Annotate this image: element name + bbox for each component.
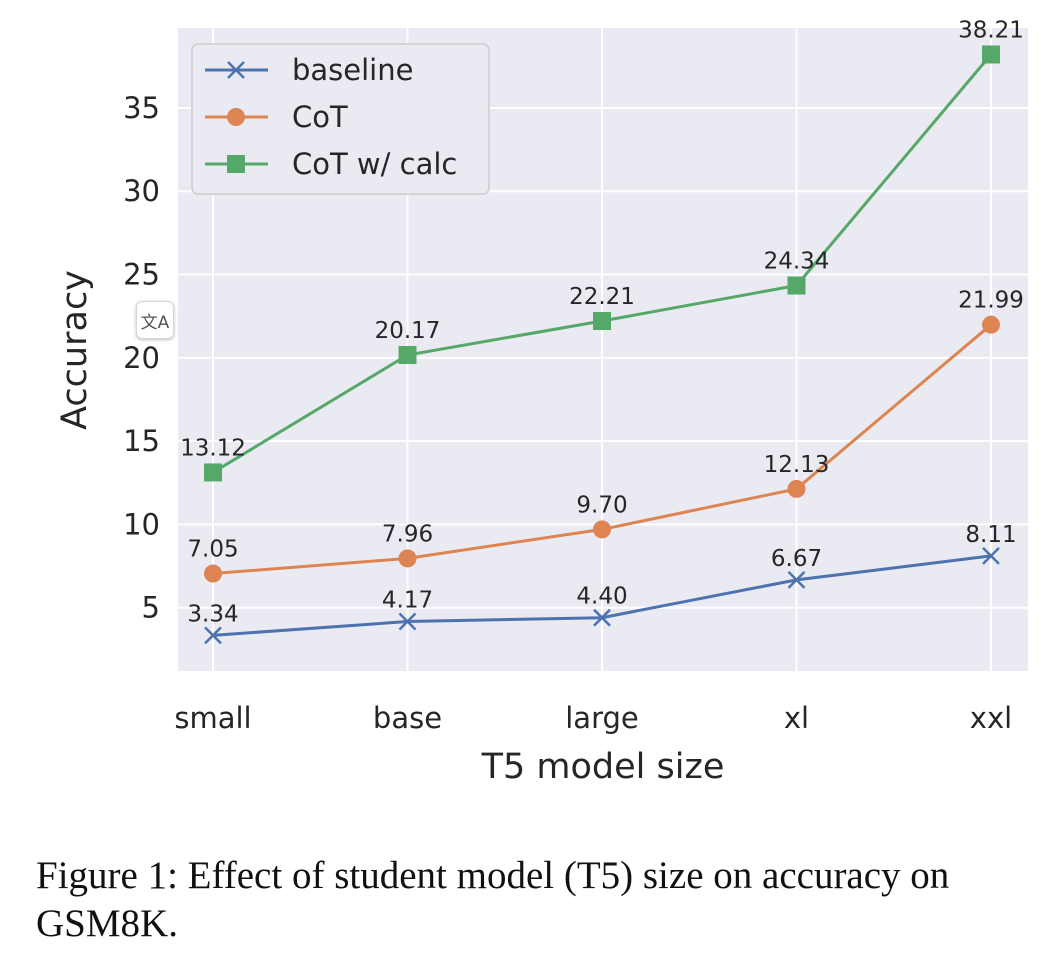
data-point [982,45,1000,64]
x-marker-stroke [593,608,611,627]
legend: baseline CoT CoT w/ calc [191,43,490,195]
data-point [204,564,222,583]
data-point [787,479,806,498]
data-label: 4.17 [382,588,433,614]
y-axis-label: Accuracy [55,270,95,430]
x-tick-label: small [174,701,251,735]
data-label: 12.13 [764,452,830,478]
y-tick-label: 20 [123,341,160,375]
y-tick-label: 15 [123,424,160,458]
y-tick-label: 30 [123,174,160,208]
x-axis-label: T5 model size [481,747,725,787]
legend-marker [227,108,245,126]
x-tick-label: base [373,701,442,735]
legend-marker [227,155,245,173]
data-point [204,626,222,645]
data-label: 4.40 [576,584,627,610]
data-point [204,463,222,482]
series-cot [204,315,1000,583]
y-tick-label: 10 [123,507,160,541]
x-tick-labels: small base large xl xxl [174,701,1012,735]
data-label: 7.96 [382,521,433,547]
data-point [398,612,417,631]
data-point [982,315,1000,334]
data-label: 21.99 [958,288,1024,314]
x-marker-stroke [787,570,806,589]
x-marker-stroke [982,547,1000,565]
point-labels: 3.34 4.17 4.40 6.67 8.11 7.05 7.96 9.70 12.13 21.… [180,17,1024,627]
y-tick-labels: 5 10 15 20 25 30 35 [123,91,160,625]
y-tick-label: 25 [123,258,160,292]
x-marker-stroke [398,612,417,631]
series-cot-w-calc [204,45,1000,482]
data-point [593,520,611,539]
y-tick-label: 35 [123,91,160,125]
data-point [787,570,806,589]
legend-label: CoT [292,100,348,134]
data-label: 7.05 [187,537,238,563]
x-tick-label: large [565,701,639,735]
data-point [593,608,611,627]
figure-caption: Figure 1: Effect of student model (T5) s… [36,854,950,945]
data-label: 9.70 [576,492,627,518]
data-label: 6.67 [771,546,822,572]
data-label: 3.34 [187,601,238,627]
legend-box [191,43,490,195]
data-label: 38.21 [958,17,1024,43]
x-marker-stroke [204,626,222,645]
data-label: 22.21 [569,284,635,310]
series-group [204,45,1000,645]
legend-marker [227,61,245,79]
data-point [398,549,417,568]
data-point [593,312,611,331]
data-label: 20.17 [375,318,441,344]
accuracy-line-chart: 5 10 15 20 25 30 35 small base large xl xxl 3.34 4.… [55,17,1028,787]
x-marker-stroke [227,61,245,79]
data-point [982,547,1000,565]
x-tick-label: xxl [970,701,1012,735]
data-label: 8.11 [965,522,1016,548]
legend-label: CoT w/ calc [292,147,457,181]
legend-label: baseline [292,53,413,87]
y-tick-label: 5 [142,591,160,625]
x-tick-label: xl [784,701,809,735]
series-baseline [204,547,1000,645]
translate-icon[interactable]: 文A [136,301,174,339]
data-label: 13.12 [180,435,246,461]
data-point [398,345,417,364]
data-label: 24.34 [764,249,830,275]
data-point [787,276,806,295]
